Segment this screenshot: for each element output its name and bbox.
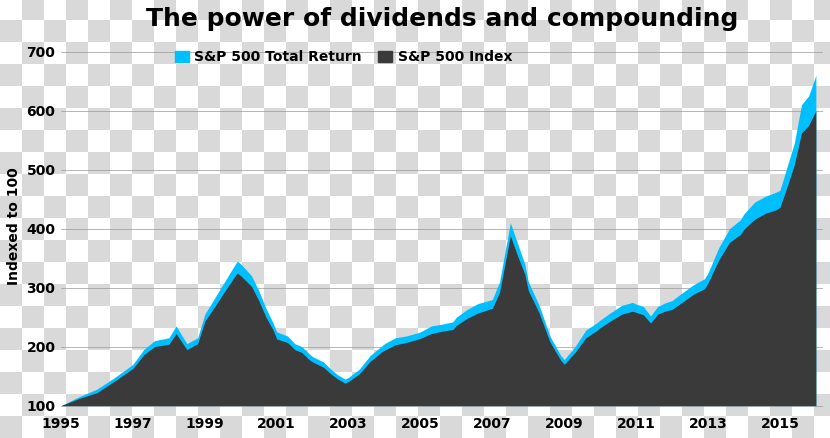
Legend: S&P 500 Total Return, S&P 500 Index: S&P 500 Total Return, S&P 500 Index [174, 50, 512, 64]
Title: The power of dividends and compounding: The power of dividends and compounding [146, 7, 738, 31]
Y-axis label: Indexed to 100: Indexed to 100 [7, 167, 21, 285]
